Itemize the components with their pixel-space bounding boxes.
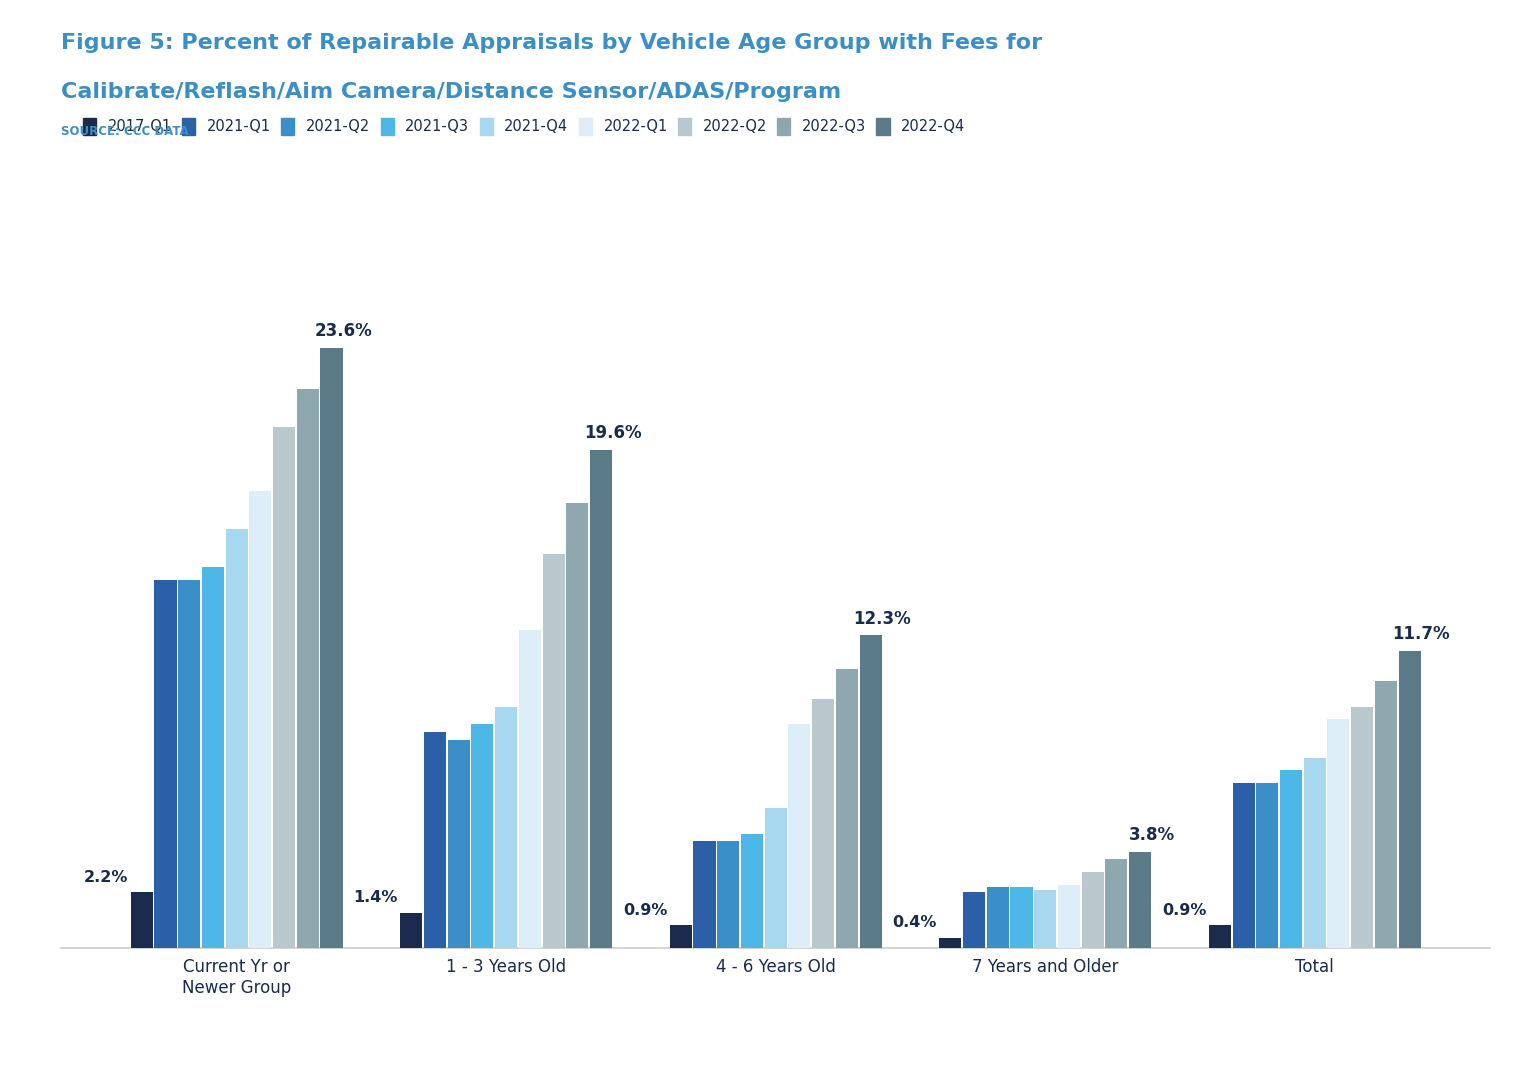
Bar bbox=[940, 938, 962, 948]
Bar bbox=[1304, 758, 1326, 948]
Bar bbox=[424, 732, 445, 948]
Bar bbox=[178, 580, 200, 948]
Bar bbox=[986, 887, 1009, 948]
Text: 0.4%: 0.4% bbox=[892, 916, 937, 931]
Bar bbox=[131, 893, 152, 948]
Bar bbox=[542, 554, 565, 948]
Bar bbox=[963, 893, 985, 948]
Legend: 2017-Q1, 2021-Q1, 2021-Q2, 2021-Q3, 2021-Q4, 2022-Q1, 2022-Q2, 2022-Q3, 2022-Q4: 2017-Q1, 2021-Q1, 2021-Q2, 2021-Q3, 2021… bbox=[83, 118, 966, 135]
Bar bbox=[1011, 887, 1032, 948]
Bar bbox=[765, 809, 786, 948]
Text: Calibrate/Reflash/Aim Camera/Distance Sensor/ADAS/Program: Calibrate/Reflash/Aim Camera/Distance Se… bbox=[61, 82, 842, 101]
Bar bbox=[693, 841, 716, 948]
Bar bbox=[1279, 771, 1303, 948]
Bar bbox=[1106, 859, 1127, 948]
Text: 11.7%: 11.7% bbox=[1393, 625, 1450, 643]
Bar bbox=[249, 490, 272, 948]
Bar bbox=[273, 427, 295, 948]
Bar bbox=[495, 706, 518, 948]
Bar bbox=[860, 635, 882, 948]
Bar bbox=[1399, 651, 1421, 948]
Bar bbox=[813, 699, 834, 948]
Bar bbox=[226, 529, 247, 948]
Bar bbox=[717, 841, 739, 948]
Text: Figure 5: Percent of Repairable Appraisals by Vehicle Age Group with Fees for: Figure 5: Percent of Repairable Appraisa… bbox=[61, 33, 1043, 52]
Bar bbox=[1352, 706, 1373, 948]
Bar bbox=[1081, 872, 1104, 948]
Bar bbox=[296, 389, 319, 948]
Bar bbox=[788, 725, 811, 948]
Bar bbox=[1327, 719, 1350, 948]
Bar bbox=[472, 725, 493, 948]
Bar bbox=[1058, 885, 1080, 948]
Text: SOURCE: CCC DATA: SOURCE: CCC DATA bbox=[61, 125, 189, 138]
Bar bbox=[1034, 889, 1057, 948]
Bar bbox=[590, 450, 611, 948]
Bar bbox=[201, 567, 224, 948]
Text: 2.2%: 2.2% bbox=[84, 870, 129, 885]
Bar bbox=[321, 348, 343, 948]
Bar bbox=[1209, 925, 1230, 948]
Bar bbox=[1256, 783, 1278, 948]
Text: 12.3%: 12.3% bbox=[854, 609, 911, 628]
Text: 19.6%: 19.6% bbox=[584, 424, 642, 443]
Text: 3.8%: 3.8% bbox=[1129, 826, 1175, 844]
Bar bbox=[1129, 851, 1150, 948]
Bar bbox=[740, 834, 763, 948]
Bar bbox=[447, 740, 470, 948]
Text: 0.9%: 0.9% bbox=[624, 903, 668, 918]
Bar bbox=[155, 580, 177, 948]
Text: 1.4%: 1.4% bbox=[353, 891, 398, 905]
Bar bbox=[567, 504, 588, 948]
Bar bbox=[1375, 681, 1396, 948]
Bar bbox=[401, 912, 422, 948]
Text: 0.9%: 0.9% bbox=[1163, 903, 1206, 918]
Bar bbox=[1232, 783, 1255, 948]
Bar bbox=[836, 668, 859, 948]
Text: 23.6%: 23.6% bbox=[315, 323, 372, 340]
Bar bbox=[670, 925, 691, 948]
Bar bbox=[519, 630, 541, 948]
